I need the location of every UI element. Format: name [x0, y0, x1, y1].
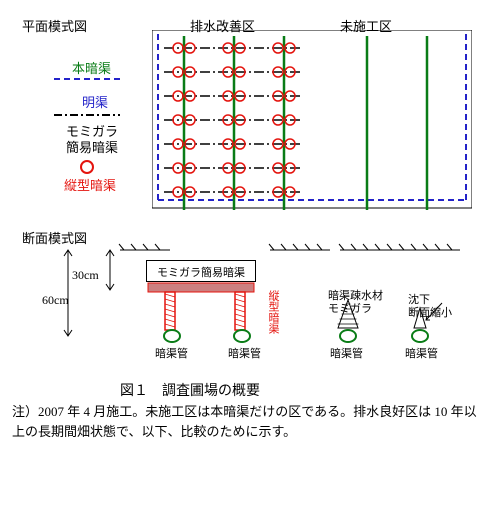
plan-view-title: 平面模式図 [22, 16, 87, 35]
dim-60cm-label: 60cm [42, 293, 69, 308]
diagram-root: 平面模式図 排水改善区 未施工区 本暗渠 明渠 モミガラ 簡易暗渠 縦型暗渠 断… [0, 0, 500, 530]
pipe-label-4: 暗渠管 [405, 345, 438, 361]
pipe-label-3: 暗渠管 [330, 345, 363, 361]
legend-vertical-drain-icon [80, 160, 94, 174]
legend-vertical-drain-label: 縦型暗渠 [64, 175, 116, 194]
legend-rice-husk-line [54, 114, 120, 116]
momi-box-label: モミガラ簡易暗渠 [146, 260, 256, 282]
legend-rice-husk-text: モミガラ 簡易暗渠 [66, 124, 118, 155]
figure-caption: 図１ 調査圃場の概要 [120, 380, 260, 400]
vertical-drain-vert-label: 縦型暗渠 [265, 290, 281, 334]
sink-label-text: 沈下 断面縮小 [408, 294, 452, 319]
legend-open-ditch-line [54, 78, 120, 80]
pipe-label-2: 暗渠管 [228, 345, 261, 361]
material-label-text: 暗渠疎水材 モミガラ [328, 290, 383, 315]
sink-label: 沈下 断面縮小 [408, 294, 452, 320]
plan-view-svg [152, 30, 472, 210]
figure-note: 注）2007 年 4 月施工。未施工区は本暗渠だけの区である。排水良好区は 10… [12, 402, 488, 442]
legend-rice-husk-label: モミガラ 簡易暗渠 [64, 124, 120, 155]
pipe-label-1: 暗渠管 [155, 345, 188, 361]
dim-30cm-label: 30cm [72, 268, 99, 283]
legend-main-drain-label: 本暗渠 [72, 58, 111, 77]
material-label: 暗渠疎水材 モミガラ [328, 290, 383, 316]
legend-open-ditch-label: 明渠 [82, 92, 108, 111]
